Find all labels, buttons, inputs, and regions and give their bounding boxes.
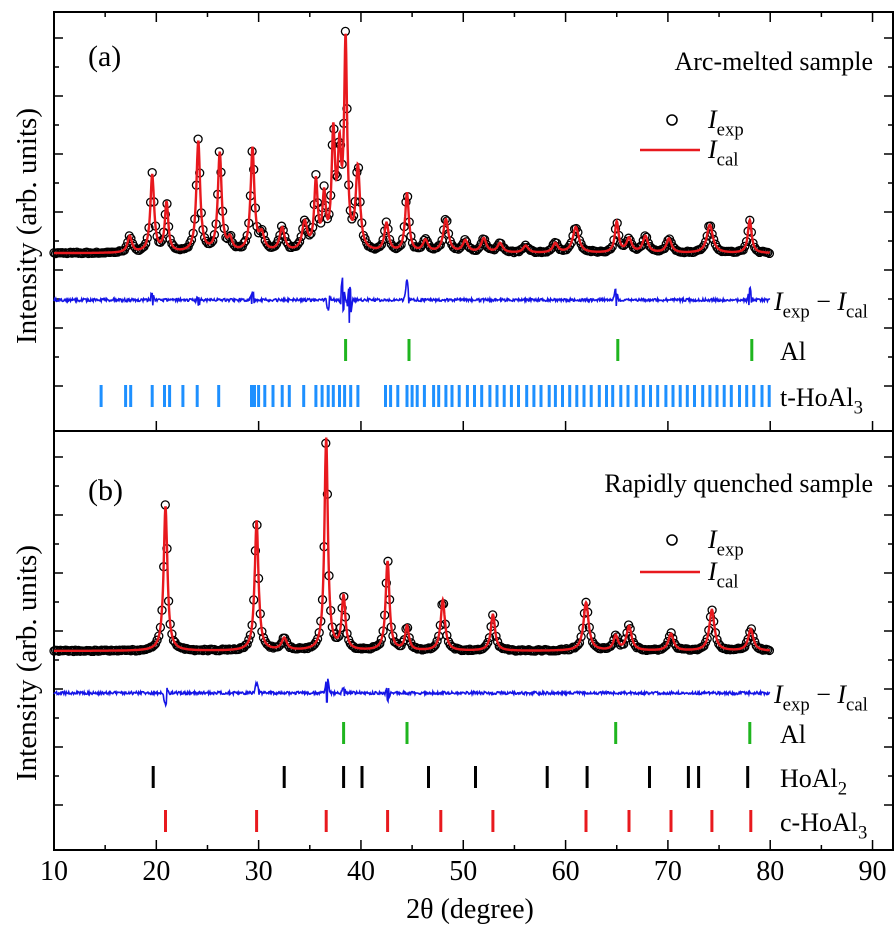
x-axis-label: 2θ (degree) bbox=[406, 894, 534, 925]
series-calculated bbox=[54, 437, 770, 652]
difference-label: Iexp − Ical bbox=[773, 680, 868, 715]
series-experimental bbox=[49, 26, 775, 259]
series-calculated bbox=[54, 33, 771, 255]
exp-point bbox=[605, 244, 616, 254]
reflection-row bbox=[164, 810, 753, 832]
y-axis-label-top: Intensity (arb. units) bbox=[11, 108, 43, 344]
y-axis-label-bottom: Intensity (arb. units) bbox=[11, 545, 43, 781]
legend-exp-label: Iexp bbox=[707, 525, 744, 560]
legend-exp-label: Iexp bbox=[707, 105, 744, 140]
legend-cal-label: Ical bbox=[707, 135, 738, 170]
exp-point bbox=[141, 238, 151, 249]
x-tick-label: 20 bbox=[142, 856, 170, 887]
panel-label: (b) bbox=[88, 474, 123, 507]
phase-label: Al bbox=[780, 720, 806, 749]
series-difference bbox=[53, 678, 771, 709]
x-tick-label: 60 bbox=[552, 856, 580, 887]
exp-point bbox=[620, 634, 630, 644]
exp-point bbox=[360, 234, 370, 244]
difference-label: Iexp − Ical bbox=[773, 287, 868, 322]
series-difference bbox=[53, 277, 771, 323]
exp-point bbox=[666, 628, 676, 638]
x-axis: 10 20 30 40 50 60 70 80 90 bbox=[40, 12, 887, 887]
exp-point bbox=[483, 637, 493, 648]
panel-label: (a) bbox=[88, 40, 121, 73]
exp-point bbox=[432, 636, 442, 646]
exp-point bbox=[152, 635, 162, 645]
x-tick-label: 80 bbox=[756, 856, 784, 887]
exp-point bbox=[573, 640, 583, 650]
exp-point bbox=[375, 639, 385, 649]
x-tick-label: 70 bbox=[654, 856, 682, 887]
phase-label: HoAl2 bbox=[780, 764, 847, 799]
x-tick-label: 50 bbox=[449, 856, 477, 887]
panel-b: Al HoAl2 c-HoAl3 (b) Rapidly quenched sample… bbox=[49, 430, 894, 851]
x-tick-label: 40 bbox=[347, 856, 375, 887]
exp-point bbox=[294, 237, 305, 247]
exp-point bbox=[740, 642, 750, 652]
exp-point bbox=[240, 236, 251, 246]
panel-frame bbox=[53, 430, 894, 851]
exp-point bbox=[394, 241, 405, 251]
x-tick-label: 90 bbox=[859, 856, 887, 887]
x-tick-label: 30 bbox=[245, 856, 273, 887]
reflection-row bbox=[342, 722, 752, 744]
panel-title: Arc-melted sample bbox=[674, 47, 873, 76]
exp-point bbox=[262, 639, 272, 649]
exp-point bbox=[376, 240, 387, 250]
reflection-row bbox=[99, 385, 771, 407]
exp-point bbox=[332, 632, 342, 643]
phase-label: c-HoAl3 bbox=[780, 808, 867, 843]
exp-point bbox=[304, 230, 315, 240]
x-tick-label: 10 bbox=[40, 856, 68, 887]
exp-point bbox=[479, 234, 490, 245]
exp-point bbox=[663, 636, 673, 647]
reflection-row bbox=[344, 339, 754, 361]
exp-point bbox=[669, 638, 680, 649]
legend-exp-marker bbox=[666, 114, 678, 126]
exp-point bbox=[242, 639, 252, 649]
phase-label: t-HoAl3 bbox=[780, 383, 863, 418]
legend-cal-label: Ical bbox=[707, 557, 738, 592]
legend-exp-marker bbox=[666, 534, 678, 546]
exp-point bbox=[740, 241, 750, 252]
exp-point bbox=[239, 238, 249, 248]
reflection-row bbox=[151, 766, 750, 788]
exp-point bbox=[293, 239, 303, 249]
exp-point bbox=[155, 237, 166, 247]
panel-title: Rapidly quenched sample bbox=[604, 469, 873, 498]
exp-point bbox=[244, 635, 254, 645]
phase-label: Al bbox=[780, 337, 806, 366]
exp-point bbox=[276, 638, 287, 648]
exp-point bbox=[149, 640, 159, 651]
